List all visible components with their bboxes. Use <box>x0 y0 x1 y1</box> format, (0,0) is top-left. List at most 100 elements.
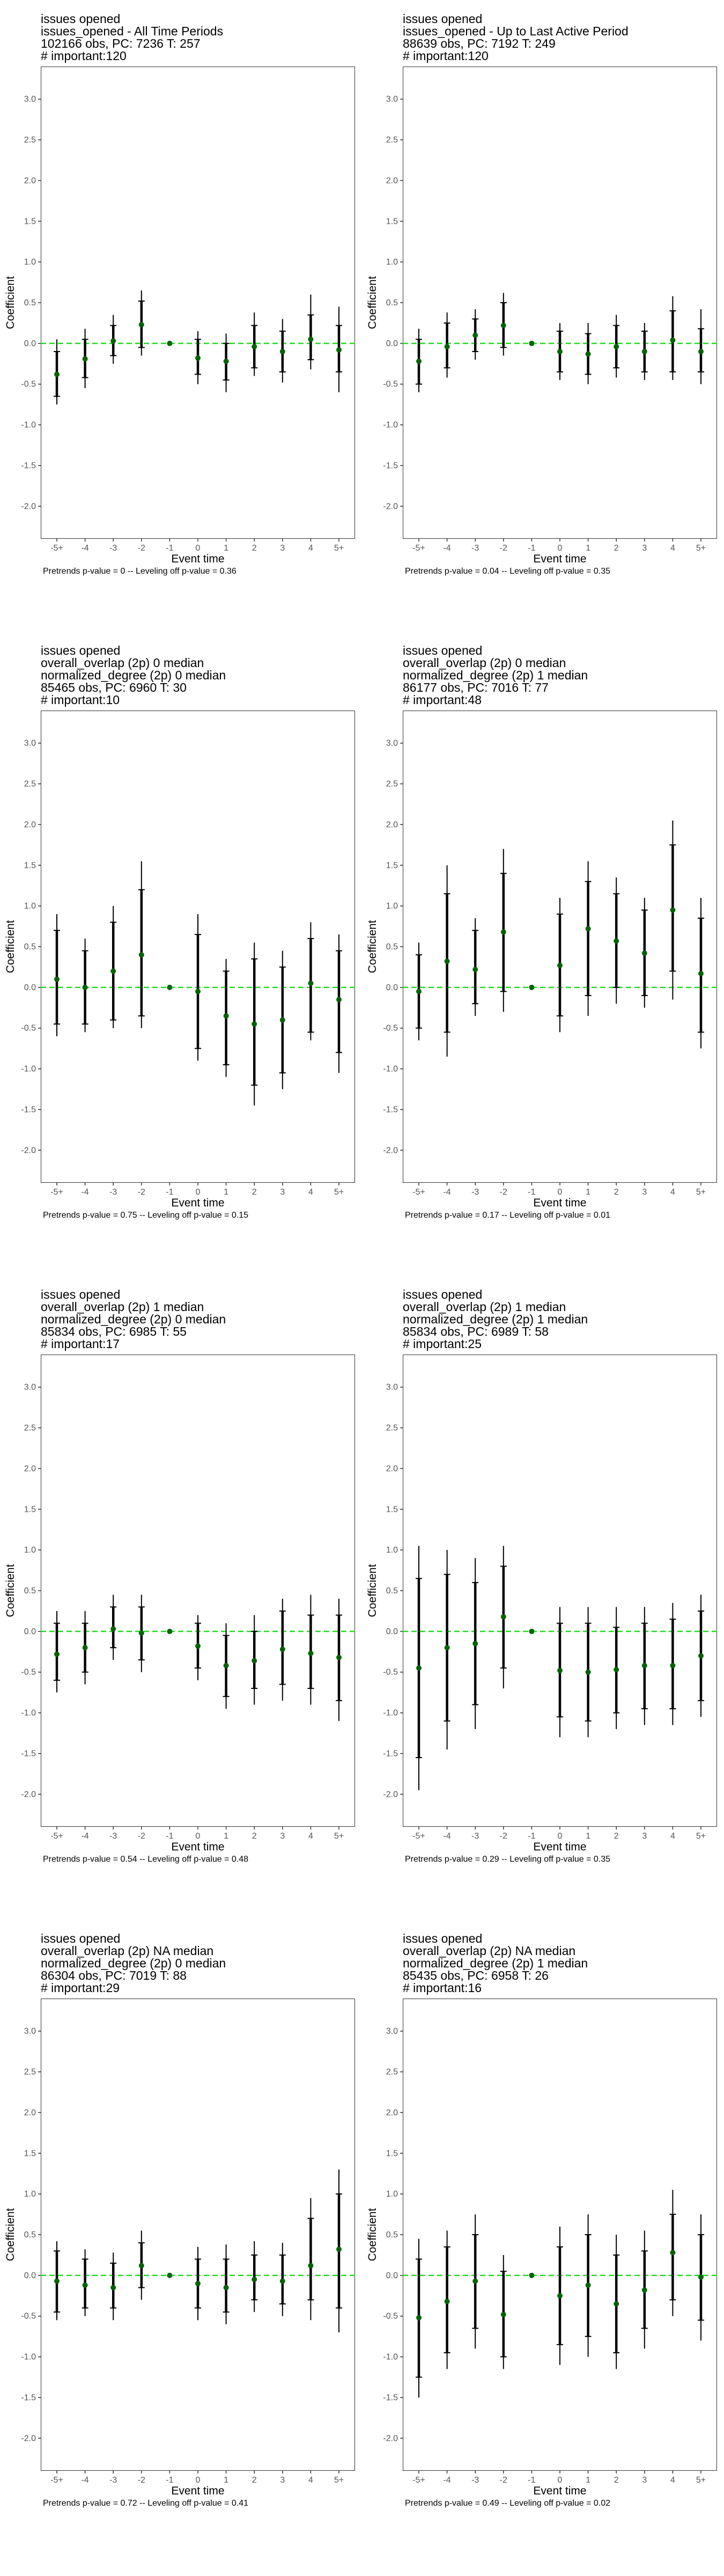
y-tick-label: 1.5 <box>386 1505 398 1514</box>
x-tick-label: -4 <box>443 1832 450 1841</box>
chart-title-line: issues opened <box>41 643 121 657</box>
y-tick-label: -0.5 <box>383 1024 398 1033</box>
x-tick-label: 1 <box>586 2476 590 2485</box>
y-tick-label: 2.5 <box>386 1424 398 1433</box>
estimate-point <box>336 1655 342 1660</box>
chart-panel-7: issues opened overall_overlap (2p) NA med… <box>0 1932 362 2576</box>
estimate-point <box>138 321 144 327</box>
estimate-point <box>167 984 173 990</box>
x-tick-label: 5+ <box>334 1832 344 1841</box>
estimate-point <box>336 997 342 1002</box>
y-tick-label: -2.0 <box>383 1790 398 1799</box>
plot-frame <box>403 1999 717 2471</box>
x-tick-label: 3 <box>642 2476 647 2485</box>
chart-title-line: issues opened <box>41 1287 121 1301</box>
chart-panel-2: issues opened issues_opened - Up to Last … <box>362 0 724 644</box>
x-tick-label: 2 <box>252 2476 257 2485</box>
y-tick-label: -2.0 <box>21 1790 36 1799</box>
estimate-point <box>167 1628 173 1634</box>
y-tick-label: 2.5 <box>24 136 36 145</box>
x-tick-label: -1 <box>166 544 173 553</box>
x-tick-label: 3 <box>280 2476 285 2485</box>
chart-title-line: 102166 obs, PC: 7236 T: 257 <box>41 36 201 50</box>
estimate-point <box>54 371 60 377</box>
chart-svg: -2.0 -1.5 -1.0 -0.5 0.0 0.5 1.0 1.5 2.0 2.5 3.0 -5+… <box>366 95 717 565</box>
estimate-point <box>167 340 173 346</box>
y-axis-title: Coefficient <box>4 2208 17 2261</box>
chart-title-line: 85435 obs, PC: 6958 T: 26 <box>403 1968 549 1982</box>
x-tick-label: 0 <box>196 1188 201 1197</box>
y-tick-label: 2.0 <box>386 2108 398 2117</box>
chart-caption: Pretrends p-value = 0 -- Leveling off p-… <box>43 567 237 576</box>
x-tick-label: -2 <box>500 1188 507 1197</box>
x-tick-label: 2 <box>614 1832 619 1841</box>
estimate-point <box>444 343 450 349</box>
x-tick-label: -4 <box>443 2476 450 2485</box>
estimate-point <box>670 337 676 343</box>
estimate-point <box>416 2315 422 2321</box>
x-tick-label: 5+ <box>696 2476 706 2485</box>
estimate-point <box>444 958 450 964</box>
chart-panel-5: issues opened overall_overlap (2p) 1 medi… <box>0 1288 362 1932</box>
x-tick-label: 1 <box>224 1188 228 1197</box>
estimate-point <box>500 2311 506 2317</box>
chart-caption: Pretrends p-value = 0.54 -- Leveling off… <box>43 1855 249 1864</box>
x-tick-label: 3 <box>280 1832 285 1841</box>
estimate-point <box>472 967 478 972</box>
estimate-point <box>110 338 116 344</box>
y-tick-label: 0.0 <box>24 339 36 348</box>
y-tick-label: -1.0 <box>383 421 398 430</box>
estimate-point <box>444 1645 450 1651</box>
estimate-point <box>138 1630 144 1636</box>
x-tick-label: 2 <box>614 2476 619 2485</box>
x-tick-label: -1 <box>166 2476 173 2485</box>
estimate-point <box>641 349 647 355</box>
y-tick-label: -2.0 <box>21 1146 36 1155</box>
chart-title-line: 88639 obs, PC: 7192 T: 249 <box>403 36 556 50</box>
chart-svg: -2.0 -1.5 -1.0 -0.5 0.0 0.5 1.0 1.5 2.0 2.5 3.0 -5+… <box>366 1383 717 1853</box>
estimate-point <box>698 2274 704 2280</box>
y-tick-label: 0.0 <box>24 2271 36 2280</box>
x-axis-title: Event time <box>533 553 586 565</box>
estimate-point <box>557 962 563 968</box>
x-tick-label: 4 <box>308 2476 313 2485</box>
estimate-point <box>308 980 314 986</box>
chart-title-line: issues opened <box>403 12 483 26</box>
y-tick-label: 0.5 <box>24 298 36 308</box>
x-tick-label: -2 <box>138 544 145 553</box>
chart-title-line: # important:25 <box>403 1337 482 1351</box>
x-tick-label: 5+ <box>696 544 706 553</box>
y-tick-label: -1.0 <box>21 2353 36 2362</box>
x-tick-label: 4 <box>308 1832 313 1841</box>
chart-title-line: overall_overlap (2p) 0 median <box>403 656 566 670</box>
estimate-point <box>195 2281 201 2287</box>
x-tick-label: 4 <box>308 1188 313 1197</box>
y-tick-label: 0.0 <box>24 983 36 992</box>
x-tick-label: 1 <box>224 2476 228 2485</box>
estimate-point <box>195 355 201 361</box>
chart-title-line: normalized_degree (2p) 0 median <box>41 1956 226 1970</box>
x-tick-label: 2 <box>614 1188 619 1197</box>
plot-frame <box>403 1355 717 1827</box>
y-tick-label: 0.5 <box>386 942 398 952</box>
y-tick-label: -0.5 <box>383 2312 398 2321</box>
x-tick-label: 0 <box>196 2476 201 2485</box>
y-tick-label: 2.0 <box>24 176 36 185</box>
estimate-point <box>585 926 591 932</box>
chart-title-line: issues opened <box>41 12 121 26</box>
estimate-point <box>500 323 506 328</box>
estimate-point <box>585 351 591 357</box>
chart-title-line: # important:10 <box>41 693 120 707</box>
estimate-point <box>138 2263 144 2268</box>
y-tick-label: 0.0 <box>24 1627 36 1636</box>
y-tick-label: -1.0 <box>383 2353 398 2362</box>
y-axis-title: Coefficient <box>366 2208 379 2261</box>
chart-title-line: overall_overlap (2p) 0 median <box>41 656 204 670</box>
chart-panel-4: issues opened overall_overlap (2p) 0 medi… <box>362 644 724 1288</box>
y-tick-label: -0.5 <box>21 380 36 389</box>
y-tick-label: 1.5 <box>24 861 36 870</box>
y-tick-label: 0.5 <box>24 942 36 952</box>
x-tick-label: 0 <box>558 1832 563 1841</box>
y-tick-label: 1.0 <box>386 1546 398 1555</box>
estimate-point <box>110 1626 116 1632</box>
